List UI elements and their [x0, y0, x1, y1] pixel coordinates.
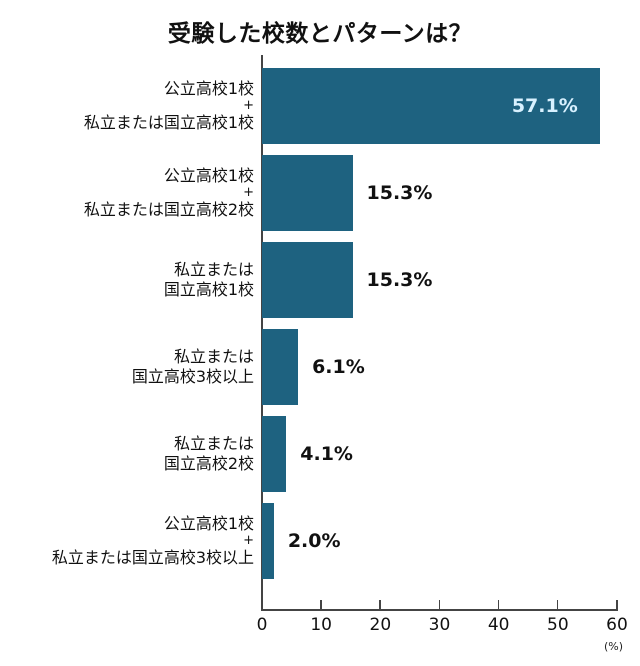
x-tick-label: 40 — [487, 615, 510, 635]
category-label-line: 私立または国立高校1校 — [83, 113, 254, 132]
x-tick — [616, 600, 618, 609]
x-axis-unit: (%) — [604, 640, 624, 653]
category-label-line: 公立高校1校 — [163, 166, 254, 185]
category-label: 公立高校1校 + 私立または国立高校1校 — [0, 68, 254, 144]
category-label-line: + — [243, 98, 254, 113]
value-label: 15.3% — [366, 182, 433, 204]
bar — [262, 503, 274, 579]
category-label-line: + — [243, 185, 254, 200]
category-label-line: 私立または — [173, 260, 254, 279]
category-label-line: 国立高校2校 — [163, 454, 254, 473]
bar — [262, 242, 353, 318]
value-label: 6.1% — [312, 356, 365, 378]
y-axis-line — [261, 55, 263, 610]
x-tick-label: 20 — [369, 615, 392, 635]
bar — [262, 416, 287, 492]
x-tick — [497, 600, 500, 609]
x-tick-label: 60 — [606, 615, 628, 635]
category-label: 公立高校1校 + 私立または国立高校2校 — [0, 155, 254, 231]
category-label: 私立または 国立高校1校 — [0, 242, 254, 318]
value-label: 2.0% — [287, 530, 341, 552]
x-tick — [379, 600, 381, 609]
category-label-line: 公立高校1校 — [163, 514, 254, 533]
x-tick-label: 0 — [256, 615, 268, 635]
x-tick-label: 10 — [310, 615, 332, 635]
value-label: 4.1% — [300, 443, 353, 465]
category-label-line: 国立高校1校 — [163, 280, 254, 299]
x-tick — [556, 600, 559, 609]
category-label: 私立または 国立高校3校以上 — [0, 329, 254, 405]
category-label: 公立高校1校 + 私立または国立高校3校以上 — [0, 503, 254, 579]
bar — [262, 155, 353, 231]
value-label: 57.1% — [511, 95, 578, 117]
category-label-line: 公立高校1校 — [163, 79, 254, 98]
category-label-line: 私立または — [173, 347, 254, 366]
value-label: 15.3% — [366, 269, 433, 291]
category-label-line: 私立または国立高校3校以上 — [51, 548, 254, 567]
bar — [262, 68, 600, 144]
category-label-line: 私立または — [173, 434, 254, 453]
x-tick-label: 50 — [547, 615, 569, 635]
x-tick — [438, 600, 440, 609]
x-tick-label: 30 — [428, 615, 451, 635]
chart-title: 受験した校数とパターンは？ — [167, 21, 473, 47]
category-label-line: + — [243, 533, 254, 548]
category-label: 私立または 国立高校2校 — [0, 416, 254, 492]
category-label-line: 国立高校3校以上 — [131, 367, 254, 386]
category-label-line: 私立または国立高校2校 — [83, 200, 254, 219]
bar — [262, 329, 299, 405]
x-tick — [320, 600, 322, 609]
x-axis-line — [261, 609, 618, 611]
